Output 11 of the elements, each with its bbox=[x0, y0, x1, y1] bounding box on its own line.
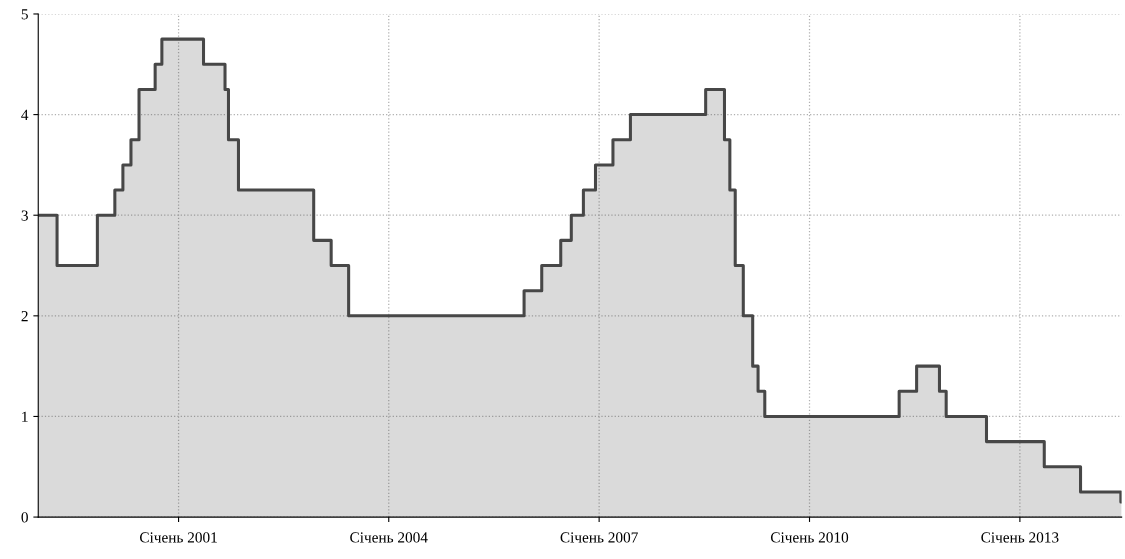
y-tick-label: 0 bbox=[21, 512, 28, 523]
y-tick-label: 1 bbox=[22, 411, 28, 422]
x-tick-label: Січень 2010 bbox=[770, 532, 849, 543]
y-tick-label: 2 bbox=[21, 311, 28, 322]
x-tick-label: Січень 2001 bbox=[139, 532, 217, 543]
y-tick-label: 4 bbox=[21, 109, 29, 120]
x-tick-label: Січень 2013 bbox=[981, 532, 1059, 543]
y-tick-label: 3 bbox=[21, 210, 28, 221]
y-tick-label: 5 bbox=[21, 9, 28, 20]
x-tick-label: Січень 2007 bbox=[560, 532, 638, 543]
x-tick-label: Січень 2004 bbox=[350, 532, 428, 543]
